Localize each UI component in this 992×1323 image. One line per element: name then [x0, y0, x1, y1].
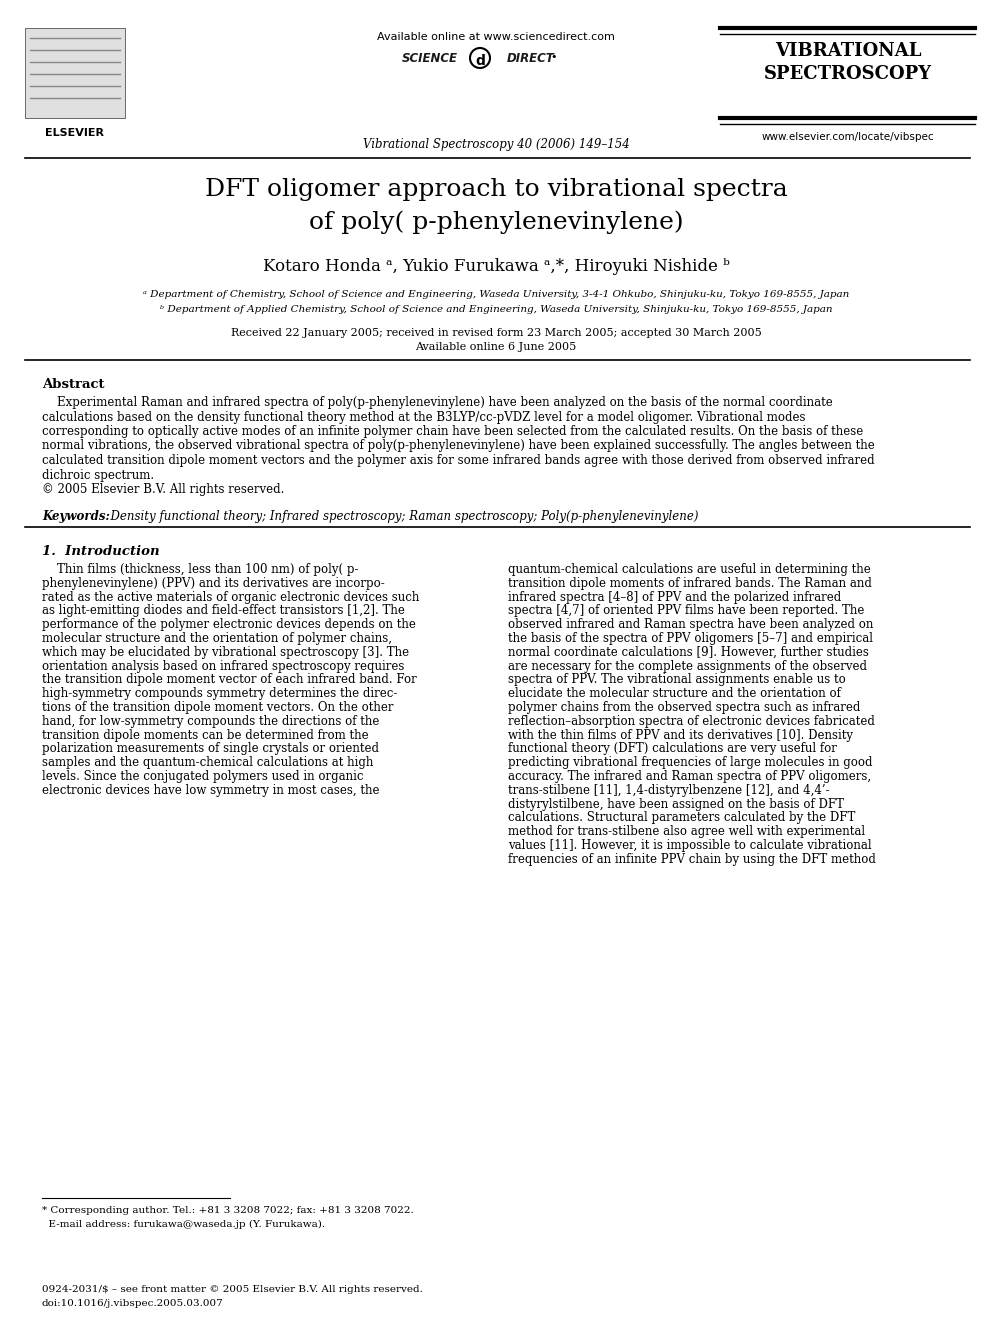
Text: d: d [475, 54, 485, 67]
Text: spectra of PPV. The vibrational assignments enable us to: spectra of PPV. The vibrational assignme… [508, 673, 846, 687]
Text: accuracy. The infrared and Raman spectra of PPV oligomers,: accuracy. The infrared and Raman spectra… [508, 770, 871, 783]
Text: ᵃ Department of Chemistry, School of Science and Engineering, Waseda University,: ᵃ Department of Chemistry, School of Sci… [143, 290, 849, 299]
Text: performance of the polymer electronic devices depends on the: performance of the polymer electronic de… [42, 618, 416, 631]
Text: ᵇ Department of Applied Chemistry, School of Science and Engineering, Waseda Uni: ᵇ Department of Applied Chemistry, Schoo… [160, 306, 832, 314]
Text: Thin films (thickness, less than 100 nm) of poly( p-: Thin films (thickness, less than 100 nm)… [42, 564, 358, 576]
Text: rated as the active materials of organic electronic devices such: rated as the active materials of organic… [42, 590, 420, 603]
Text: SCIENCE: SCIENCE [402, 52, 458, 65]
Text: E-mail address: furukawa@waseda.jp (Y. Furukawa).: E-mail address: furukawa@waseda.jp (Y. F… [42, 1220, 325, 1229]
Text: VIBRATIONAL
SPECTROSCOPY: VIBRATIONAL SPECTROSCOPY [764, 42, 932, 83]
Text: 1.  Introduction: 1. Introduction [42, 545, 160, 558]
Text: reflection–absorption spectra of electronic devices fabricated: reflection–absorption spectra of electro… [508, 714, 875, 728]
Text: functional theory (DFT) calculations are very useful for: functional theory (DFT) calculations are… [508, 742, 837, 755]
Text: with the thin films of PPV and its derivatives [10]. Density: with the thin films of PPV and its deriv… [508, 729, 853, 742]
Text: © 2005 Elsevier B.V. All rights reserved.: © 2005 Elsevier B.V. All rights reserved… [42, 483, 285, 496]
Text: polymer chains from the observed spectra such as infrared: polymer chains from the observed spectra… [508, 701, 860, 714]
Text: method for trans-stilbene also agree well with experimental: method for trans-stilbene also agree wel… [508, 826, 865, 839]
Text: observed infrared and Raman spectra have been analyzed on: observed infrared and Raman spectra have… [508, 618, 873, 631]
Text: polarization measurements of single crystals or oriented: polarization measurements of single crys… [42, 742, 379, 755]
Text: * Corresponding author. Tel.: +81 3 3208 7022; fax: +81 3 3208 7022.: * Corresponding author. Tel.: +81 3 3208… [42, 1207, 414, 1215]
Text: predicting vibrational frequencies of large molecules in good: predicting vibrational frequencies of la… [508, 757, 873, 769]
Text: corresponding to optically active modes of an infinite polymer chain have been s: corresponding to optically active modes … [42, 425, 863, 438]
Text: levels. Since the conjugated polymers used in organic: levels. Since the conjugated polymers us… [42, 770, 363, 783]
Text: of poly( p-phenylenevinylene): of poly( p-phenylenevinylene) [309, 210, 683, 234]
Text: Available online 6 June 2005: Available online 6 June 2005 [416, 343, 576, 352]
Text: samples and the quantum-chemical calculations at high: samples and the quantum-chemical calcula… [42, 757, 373, 769]
Text: Kotaro Honda ᵃ, Yukio Furukawa ᵃ,*, Hiroyuki Nishide ᵇ: Kotaro Honda ᵃ, Yukio Furukawa ᵃ,*, Hiro… [263, 258, 729, 275]
Text: calculated transition dipole moment vectors and the polymer axis for some infrar: calculated transition dipole moment vect… [42, 454, 875, 467]
Text: doi:10.1016/j.vibspec.2005.03.007: doi:10.1016/j.vibspec.2005.03.007 [42, 1299, 224, 1308]
Text: frequencies of an infinite PPV chain by using the DFT method: frequencies of an infinite PPV chain by … [508, 853, 876, 865]
Text: molecular structure and the orientation of polymer chains,: molecular structure and the orientation … [42, 632, 392, 646]
Text: DIRECT: DIRECT [507, 52, 555, 65]
Circle shape [470, 48, 490, 67]
Text: DFT oligomer approach to vibrational spectra: DFT oligomer approach to vibrational spe… [204, 179, 788, 201]
Text: tions of the transition dipole moment vectors. On the other: tions of the transition dipole moment ve… [42, 701, 394, 714]
Text: spectra [4,7] of oriented PPV films have been reported. The: spectra [4,7] of oriented PPV films have… [508, 605, 864, 618]
Text: Density functional theory; Infrared spectroscopy; Raman spectroscopy; Poly(p-phe: Density functional theory; Infrared spec… [103, 509, 698, 523]
Text: electronic devices have low symmetry in most cases, the: electronic devices have low symmetry in … [42, 783, 380, 796]
Text: ELSEVIER: ELSEVIER [46, 128, 104, 138]
Text: calculations based on the density functional theory method at the B3LYP/cc-pVDZ : calculations based on the density functi… [42, 410, 806, 423]
Text: are necessary for the complete assignments of the observed: are necessary for the complete assignmen… [508, 660, 867, 672]
Text: calculations. Structural parameters calculated by the DFT: calculations. Structural parameters calc… [508, 811, 855, 824]
Text: which may be elucidated by vibrational spectroscopy [3]. The: which may be elucidated by vibrational s… [42, 646, 409, 659]
Text: Vibrational Spectroscopy 40 (2006) 149–154: Vibrational Spectroscopy 40 (2006) 149–1… [363, 138, 629, 151]
Text: www.elsevier.com/locate/vibspec: www.elsevier.com/locate/vibspec [762, 132, 934, 142]
Text: normal coordinate calculations [9]. However, further studies: normal coordinate calculations [9]. Howe… [508, 646, 869, 659]
Text: Abstract: Abstract [42, 378, 104, 392]
Text: Keywords:: Keywords: [42, 509, 110, 523]
Text: high-symmetry compounds symmetry determines the direc-: high-symmetry compounds symmetry determi… [42, 687, 398, 700]
Text: dichroic spectrum.: dichroic spectrum. [42, 468, 154, 482]
Text: transition dipole moments can be determined from the: transition dipole moments can be determi… [42, 729, 369, 742]
Text: distyrylstilbene, have been assigned on the basis of DFT: distyrylstilbene, have been assigned on … [508, 798, 844, 811]
Text: Available online at www.sciencedirect.com: Available online at www.sciencedirect.co… [377, 32, 615, 42]
Text: as light-emitting diodes and field-effect transistors [1,2]. The: as light-emitting diodes and field-effec… [42, 605, 405, 618]
Text: Experimental Raman and infrared spectra of poly(p-phenylenevinylene) have been a: Experimental Raman and infrared spectra … [42, 396, 832, 409]
Text: the transition dipole moment vector of each infrared band. For: the transition dipole moment vector of e… [42, 673, 417, 687]
Text: orientation analysis based on infrared spectroscopy requires: orientation analysis based on infrared s… [42, 660, 405, 672]
Text: quantum-chemical calculations are useful in determining the: quantum-chemical calculations are useful… [508, 564, 871, 576]
Text: infrared spectra [4–8] of PPV and the polarized infrared: infrared spectra [4–8] of PPV and the po… [508, 590, 841, 603]
Text: values [11]. However, it is impossible to calculate vibrational: values [11]. However, it is impossible t… [508, 839, 872, 852]
Text: 0924-2031/$ – see front matter © 2005 Elsevier B.V. All rights reserved.: 0924-2031/$ – see front matter © 2005 El… [42, 1285, 423, 1294]
Text: hand, for low-symmetry compounds the directions of the: hand, for low-symmetry compounds the dir… [42, 714, 379, 728]
Text: transition dipole moments of infrared bands. The Raman and: transition dipole moments of infrared ba… [508, 577, 872, 590]
Text: Received 22 January 2005; received in revised form 23 March 2005; accepted 30 Ma: Received 22 January 2005; received in re… [230, 328, 762, 337]
Text: the basis of the spectra of PPV oligomers [5–7] and empirical: the basis of the spectra of PPV oligomer… [508, 632, 873, 646]
Text: trans-stilbene [11], 1,4-distyrylbenzene [12], and 4,4’-: trans-stilbene [11], 1,4-distyrylbenzene… [508, 783, 829, 796]
Bar [25, 28, 125, 118]
Text: phenylenevinylene) (PPV) and its derivatives are incorpo-: phenylenevinylene) (PPV) and its derivat… [42, 577, 385, 590]
Text: elucidate the molecular structure and the orientation of: elucidate the molecular structure and th… [508, 687, 841, 700]
Text: normal vibrations, the observed vibrational spectra of poly(p-phenylenevinylene): normal vibrations, the observed vibratio… [42, 439, 875, 452]
Text: •: • [551, 52, 558, 62]
